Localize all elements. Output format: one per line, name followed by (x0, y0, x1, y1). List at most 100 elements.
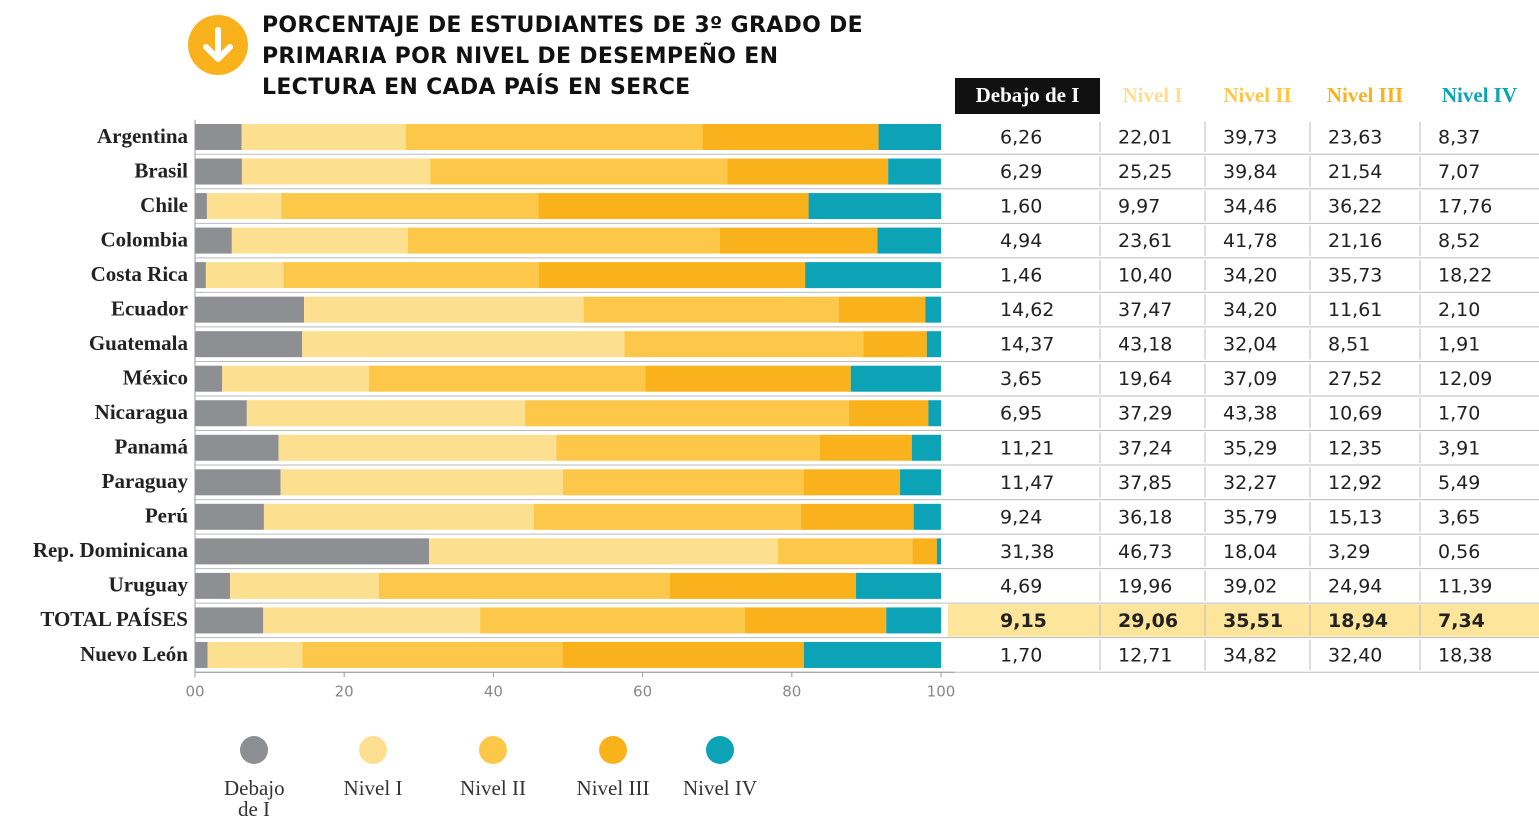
table-header: Nivel IV (1442, 83, 1517, 107)
table-cell: 36,18 (1118, 506, 1172, 528)
table-cell: 11,21 (1000, 437, 1054, 459)
category-label: Argentina (97, 124, 188, 148)
table-cell: 8,52 (1438, 230, 1480, 252)
table-cell: 37,85 (1118, 472, 1172, 494)
table-cell: 35,73 (1328, 265, 1382, 287)
bar-segment (368, 365, 646, 392)
table-cell: 29,06 (1118, 610, 1178, 632)
table-cell: 2,10 (1438, 299, 1480, 321)
table-cell: 9,97 (1118, 196, 1160, 218)
table-cell: 34,20 (1223, 265, 1277, 287)
category-label: Perú (145, 504, 188, 528)
table-header: Nivel III (1327, 83, 1403, 107)
category-label: TOTAL PAÍSES (40, 607, 188, 631)
bar-segment (583, 296, 839, 323)
table-cell: 39,84 (1223, 161, 1277, 183)
legend-label: Nivel IV (682, 776, 758, 800)
bar-segment (283, 262, 539, 289)
table-cell: 17,76 (1438, 196, 1492, 218)
bar-segment (556, 434, 820, 461)
bar-segment (850, 365, 941, 392)
legend-label: Debajo de I (224, 776, 285, 821)
legend-swatch (599, 736, 627, 764)
bar-segment (480, 607, 745, 634)
bar-segment (195, 572, 230, 599)
table-header-bg (955, 78, 1100, 114)
table-cell: 3,65 (1000, 368, 1042, 390)
bar-segment (926, 331, 942, 358)
bar-segment (407, 227, 720, 254)
bar-segment (241, 158, 431, 185)
table-cell: 12,92 (1328, 472, 1382, 494)
table-cell: 41,78 (1223, 230, 1277, 252)
category-label: Rep. Dominicana (33, 538, 189, 562)
x-tick-label: 100 (927, 683, 956, 701)
bar-segment (429, 538, 778, 565)
bar-segment (888, 158, 941, 185)
table-cell: 35,51 (1223, 610, 1283, 632)
table-cell: 37,09 (1223, 368, 1277, 390)
category-label: México (123, 366, 188, 390)
bar-segment (838, 296, 926, 323)
table-cell: 23,63 (1328, 127, 1382, 149)
table-cell: 43,18 (1118, 334, 1172, 356)
table-cell: 18,94 (1328, 610, 1388, 632)
table-cell: 37,47 (1118, 299, 1172, 321)
category-label: Nuevo León (80, 642, 188, 666)
bar-segment (538, 262, 806, 289)
bar-segment (246, 400, 526, 427)
bar-segment (936, 538, 941, 565)
legend-swatch (706, 736, 734, 764)
table-cell: 39,73 (1223, 127, 1277, 149)
bar-segment (195, 503, 264, 530)
bar-segment (195, 607, 264, 634)
legend-swatch (479, 736, 507, 764)
table-cell: 15,13 (1328, 506, 1382, 528)
bar-segment (727, 158, 889, 185)
x-tick-label: 00 (185, 683, 204, 701)
bar-segment (195, 124, 242, 150)
table-cell: 5,49 (1438, 472, 1480, 494)
table-cell: 12,09 (1438, 368, 1492, 390)
bar-segment (195, 331, 303, 358)
table-cell: 9,24 (1000, 506, 1042, 528)
bar-segment (562, 641, 804, 668)
bar-segment (624, 331, 864, 358)
bar-segment (195, 400, 247, 427)
table-cell: 24,94 (1328, 575, 1382, 597)
table-header: Nivel II (1223, 83, 1291, 107)
table-cell: 3,65 (1438, 506, 1480, 528)
category-label: Colombia (100, 227, 188, 251)
table-cell: 34,20 (1223, 299, 1277, 321)
category-label: Paraguay (102, 469, 189, 493)
table-cell: 10,40 (1118, 265, 1172, 287)
bar-segment (207, 641, 303, 668)
table-highlight (948, 604, 1539, 637)
table-cell: 32,04 (1223, 334, 1277, 356)
bar-segment (800, 503, 914, 530)
bar-segment (195, 641, 208, 668)
bar-segment (241, 124, 406, 150)
table-cell: 12,71 (1118, 644, 1172, 666)
bar-segment (538, 193, 809, 220)
table-cell: 12,35 (1328, 437, 1382, 459)
category-label: Panamá (115, 435, 189, 459)
bar-segment (848, 400, 929, 427)
bar-segment (856, 572, 941, 599)
legend-label: Nivel I (343, 776, 403, 800)
table-cell: 39,02 (1223, 575, 1277, 597)
bar-segment (900, 469, 941, 496)
bar-segment (378, 572, 670, 599)
table-cell: 4,94 (1000, 230, 1042, 252)
table-cell: 10,69 (1328, 403, 1382, 425)
bar-segment (280, 469, 563, 496)
table-cell: 43,38 (1223, 403, 1277, 425)
bar-segment (533, 503, 801, 530)
bar-segment (206, 193, 282, 220)
table-cell: 27,52 (1328, 368, 1382, 390)
category-label: Nicaragua (95, 400, 189, 424)
table-cell: 1,60 (1000, 196, 1042, 218)
bar-segment (231, 227, 408, 254)
